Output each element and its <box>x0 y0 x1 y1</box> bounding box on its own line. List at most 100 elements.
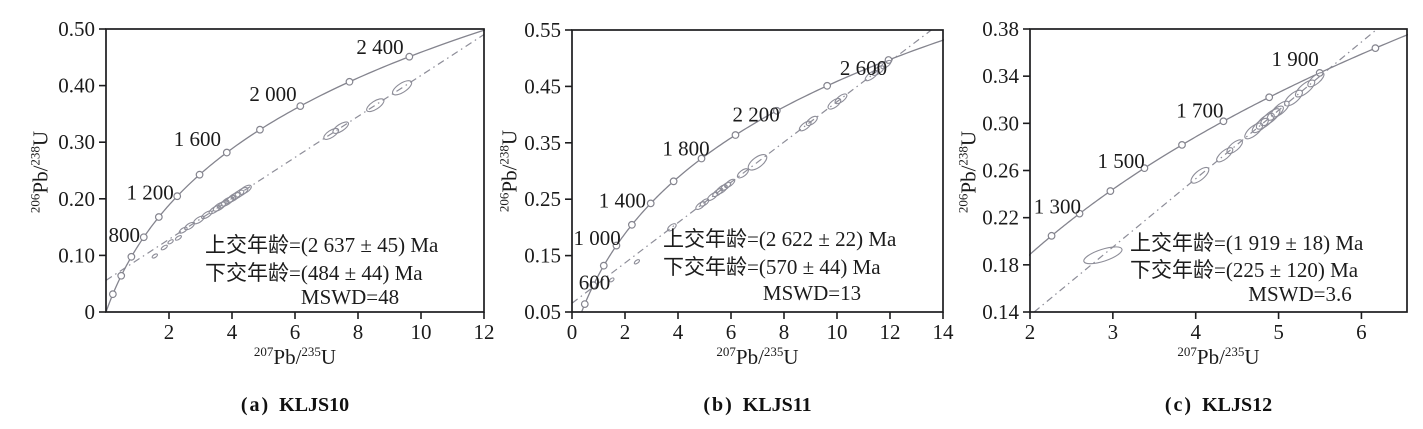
lower-intercept-annotation-c: 下交年龄=(225 ± 120) Ma <box>1130 258 1359 282</box>
x-axis-title-base2-b: U <box>783 345 799 369</box>
x-axis-title-b: 207Pb/235U <box>572 345 943 370</box>
y-tick-label: 0.35 <box>524 131 561 155</box>
y-tick-label: 0.26 <box>982 159 1019 183</box>
age-label-1400: 1 400 <box>599 188 646 212</box>
error-ellipse <box>1284 89 1303 107</box>
age-marker-2000 <box>731 131 740 139</box>
error-ellipse <box>323 127 340 140</box>
age-label-1000: 1 000 <box>574 226 621 250</box>
y-tick-label: 0.38 <box>982 17 1019 41</box>
y-axis-title-base1-c: Pb/ <box>956 165 981 194</box>
error-ellipse <box>1083 246 1123 265</box>
age-marker-400 <box>580 300 589 308</box>
age-marker-2000 <box>1371 44 1380 53</box>
error-ellipse <box>332 121 350 134</box>
x-tick-label: 3 <box>1108 320 1119 344</box>
age-marker-2200 <box>345 77 354 86</box>
age-marker-1600 <box>669 177 678 186</box>
x-tick-label: 6 <box>1356 320 1367 344</box>
y-tick-label: 0.25 <box>524 187 561 211</box>
panel-a: 2 4 6 8 10 12 0 0.10 0.20 0.30 0.40 0.50 800 1 200 1 6… <box>58 17 494 344</box>
panel-caption-index-b: (b) <box>703 394 734 416</box>
age-marker-1600 <box>222 148 231 157</box>
x-tick-label: 4 <box>227 320 238 344</box>
panel-caption-c: (c) KLJS12 <box>1030 394 1407 417</box>
age-label-2000: 2 000 <box>249 82 296 106</box>
panel-caption-b: (b) KLJS11 <box>572 394 943 417</box>
age-label-1500: 1 500 <box>1098 149 1145 173</box>
x-tick-label: 14 <box>933 320 955 344</box>
plot-clipped-c <box>1029 28 1408 313</box>
x-tick-label: 8 <box>779 320 790 344</box>
y-tick-label: 0.14 <box>982 300 1019 324</box>
error-ellipse <box>736 168 749 179</box>
discordia-line <box>571 29 932 304</box>
error-ellipse <box>151 253 158 259</box>
concordia-curve <box>1029 33 1408 257</box>
error-ellipse <box>392 80 413 96</box>
x-tick-label: 2 <box>164 320 175 344</box>
age-label-1200: 1 200 <box>126 181 173 205</box>
error-ellipse <box>827 97 842 110</box>
plot-clipped-a <box>105 29 485 313</box>
age-marker-1400 <box>1106 187 1115 195</box>
y-tick-label: 0.15 <box>524 244 561 268</box>
y-tick-label: 0.45 <box>524 74 561 98</box>
lower-intercept-annotation-b: 下交年龄=(570 ± 44) Ma <box>663 255 881 279</box>
y-tick-label: 0.22 <box>982 206 1019 230</box>
y-tick-label: 0.55 <box>524 18 561 42</box>
age-marker-200 <box>108 290 117 299</box>
y-tick-label: 0.20 <box>58 187 95 211</box>
x-axis-title-base2-a: U <box>320 345 337 369</box>
error-ellipse <box>724 178 736 189</box>
x-axis-title-base1-c: Pb/ <box>1196 345 1225 369</box>
y-axis-title-sup2-a: 238 <box>27 146 43 166</box>
x-tick-label: 6 <box>290 320 301 344</box>
age-marker-800 <box>139 233 148 242</box>
x-tick-label: 4 <box>1190 320 1201 344</box>
x-axis-title-c: 207Pb/235U <box>1030 345 1407 370</box>
age-marker-800 <box>599 261 608 270</box>
age-marker-2200 <box>772 106 781 115</box>
panel-caption-index-c: (c) <box>1164 394 1194 416</box>
x-axis-title-base2-c: U <box>1244 345 1260 369</box>
age-label-2600: 2 600 <box>840 56 887 80</box>
error-ellipse <box>1260 108 1281 127</box>
x-axis-title-sup2-c: 235 <box>1224 344 1245 359</box>
x-tick-label: 4 <box>673 320 684 344</box>
age-label-1800: 1 800 <box>662 136 709 160</box>
y-axis-title-sup1-a: 206 <box>27 193 43 214</box>
age-marker-1800 <box>697 154 706 163</box>
x-tick-label: 2 <box>1025 320 1036 344</box>
age-marker-1700 <box>1219 117 1228 126</box>
y-tick-label: 0.50 <box>58 17 95 41</box>
age-marker-2400 <box>823 81 832 90</box>
upper-intercept-annotation-c: 上交年龄=(1 919 ± 18) Ma <box>1130 231 1364 255</box>
age-marker-1500 <box>1140 164 1149 173</box>
x-tick-label: 0 <box>567 320 578 344</box>
upper-intercept-annotation-a: 上交年龄=(2 637 ± 45) Ma <box>205 233 439 257</box>
age-label-1700: 1 700 <box>1176 98 1223 122</box>
y-axis-title-base2-a: U <box>28 130 53 147</box>
error-ellipse <box>871 65 885 76</box>
error-ellipse <box>1270 100 1290 118</box>
panel-caption-label-c: KLJS12 <box>1202 394 1273 416</box>
x-axis-title-sup1-a: 207 <box>253 344 274 359</box>
error-ellipse <box>880 59 892 70</box>
age-marker-2400 <box>405 52 414 61</box>
y-tick-label: 0.10 <box>58 243 95 267</box>
plot-frame <box>571 29 944 313</box>
age-label-2400: 2 400 <box>356 35 403 59</box>
error-ellipse <box>167 239 174 245</box>
age-label-800: 800 <box>109 223 141 247</box>
x-tick-label: 10 <box>827 320 848 344</box>
upper-intercept-annotation-b: 上交年龄=(2 622 ± 22) Ma <box>663 227 897 251</box>
error-ellipse <box>609 277 615 283</box>
x-axis-title-base1-b: Pb/ <box>735 345 764 369</box>
age-marker-2000 <box>296 102 305 111</box>
panel-caption-label-b: KLJS11 <box>742 394 812 416</box>
x-axis-title-sup2-b: 235 <box>763 344 784 359</box>
error-ellipse <box>667 223 677 232</box>
y-tick-label: 0.18 <box>982 253 1019 277</box>
error-ellipse <box>805 115 818 127</box>
